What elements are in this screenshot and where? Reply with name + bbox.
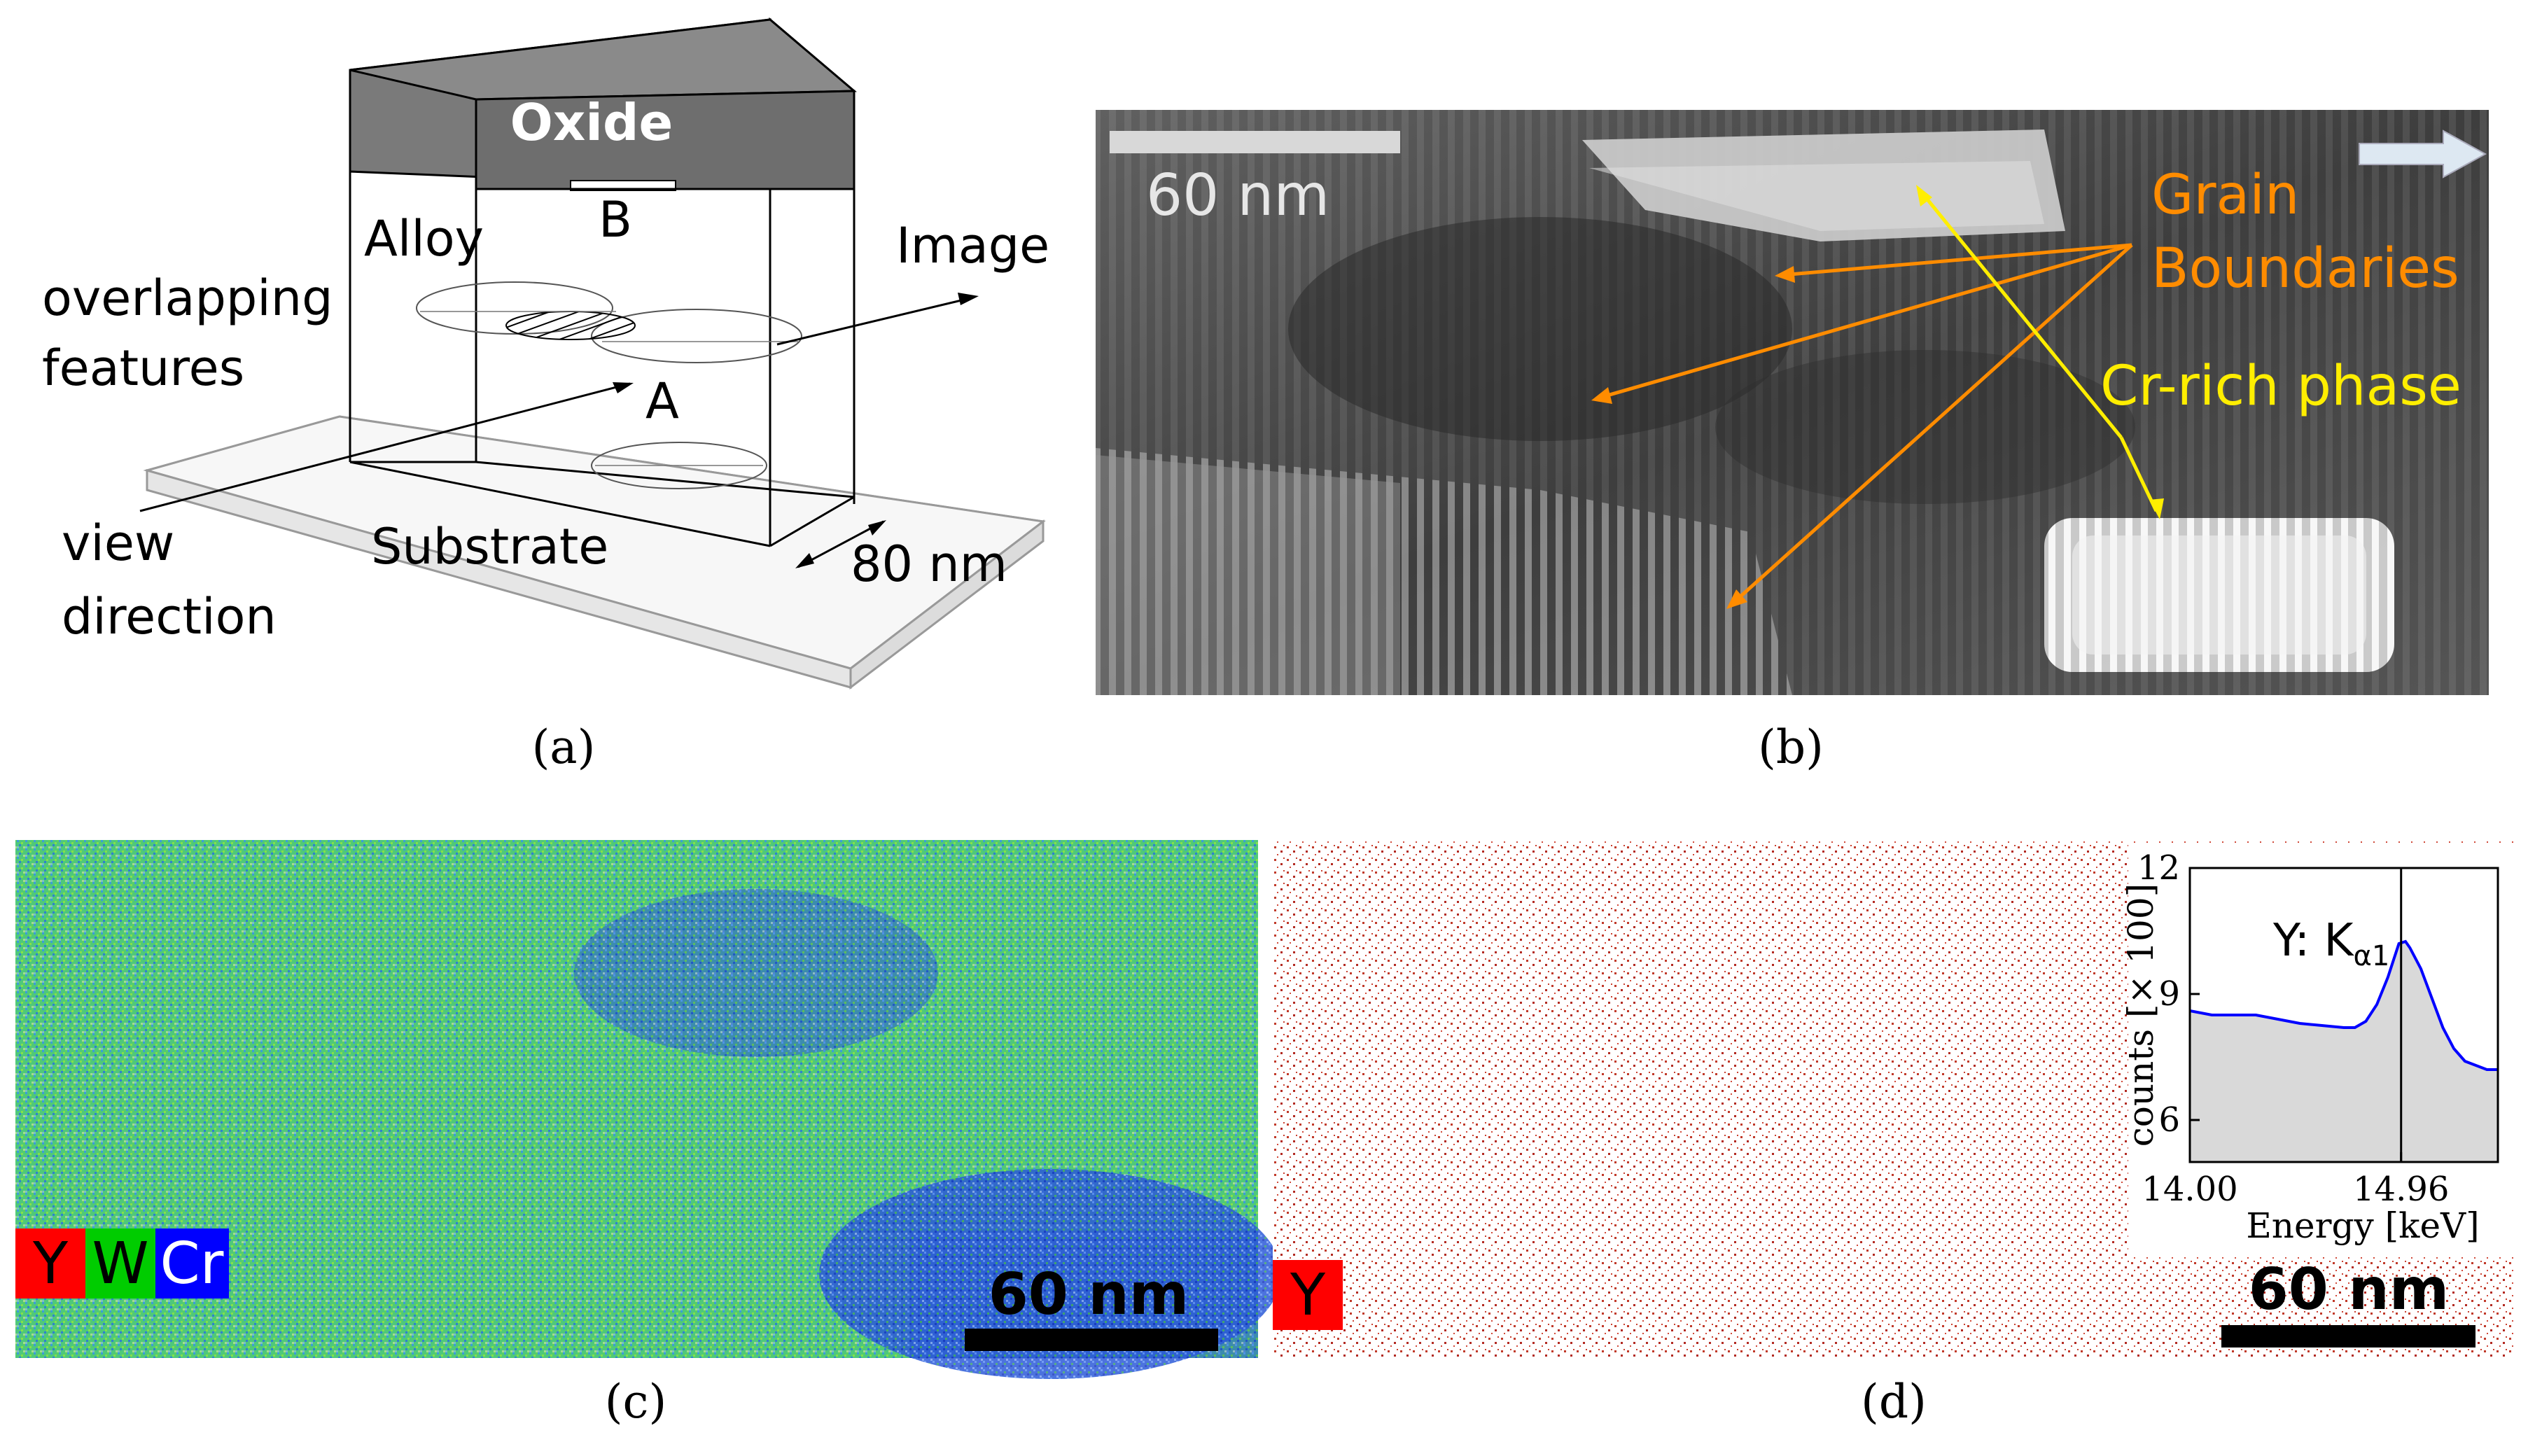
legend-label-cr: Cr (160, 1231, 224, 1297)
thickness-dimension-arrow (795, 520, 886, 568)
overlap-label-line1: overlapping (42, 270, 333, 327)
legend-swatch-y-d (1273, 1260, 1343, 1330)
view-label-line2: direction (62, 588, 277, 645)
image-arrow (776, 293, 979, 346)
grain-label-line1: Grain (2151, 164, 2299, 227)
substrate-label: Substrate (371, 518, 608, 575)
scale-bar-d (2221, 1325, 2475, 1348)
image-label: Image (896, 217, 1049, 274)
view-label-line1: view (62, 514, 174, 572)
point-b-label: B (599, 191, 632, 248)
feature-overlap-hatched (505, 311, 636, 340)
scale-label-b: 60 nm (1146, 162, 1329, 229)
caption-d: (d) (1861, 1375, 1927, 1429)
grain-boundary-arrows (1591, 243, 2133, 609)
legend-label-y-d: Y (1290, 1262, 1326, 1329)
spectrum-series-line (2189, 939, 2498, 1071)
caption-b: (b) (1758, 720, 1824, 774)
thickness-label: 80 nm (851, 536, 1007, 593)
inset-spectrum-chart: 6 9 12 14.00 14.96 Y: Kα1 Energy [keV] count… (2121, 844, 2515, 1256)
oxide-label: Oxide (510, 93, 673, 152)
legend-c: Y W Cr (15, 1228, 229, 1298)
inset-title: Y: Kα1 (2272, 915, 2389, 972)
y-tick-label: 12 (2137, 848, 2180, 888)
point-a-label: A (645, 372, 679, 430)
inset-xlabel: Energy [keV] (2246, 1205, 2479, 1246)
scale-bar-b (1110, 131, 1400, 153)
scale-bar-c (965, 1329, 1218, 1351)
direction-arrow-icon (2359, 130, 2487, 178)
panel-a-diagram: Oxide Alloy B A overlapping features Ima… (42, 17, 1049, 690)
view-direction-arrow (139, 382, 634, 512)
y-tick-label: 6 (2158, 1100, 2180, 1140)
overlap-label-line2: features (42, 340, 244, 397)
cr-rich-phase-arrows (1916, 185, 2164, 519)
cr-rich-label: Cr-rich phase (2100, 355, 2461, 418)
x-tick-label: 14.00 (2142, 1170, 2237, 1209)
spectrum-area-fill (2190, 941, 2498, 1162)
grain-label-line2: Boundaries (2151, 237, 2459, 300)
legend-label-w: W (92, 1231, 148, 1297)
panel-b-micrograph (1096, 110, 2489, 695)
legend-swatch-cr (155, 1228, 229, 1298)
feature-ellipse-bottom (591, 442, 767, 489)
legend-swatch-w (85, 1228, 155, 1298)
feature-ellipse-upper (416, 281, 613, 335)
caption-a: (a) (532, 720, 596, 774)
x-tick-label: 14.96 (2353, 1170, 2449, 1209)
legend-swatch-y (15, 1228, 85, 1298)
scale-label-d: 60 nm (2249, 1256, 2449, 1323)
legend-label-y: Y (32, 1231, 69, 1297)
scale-label-c: 60 nm (989, 1261, 1189, 1328)
caption-c: (c) (605, 1375, 666, 1429)
y-tick-label: 9 (2158, 974, 2180, 1014)
alloy-label: Alloy (364, 210, 484, 267)
inset-ylabel: counts [× 100] (2121, 883, 2161, 1147)
